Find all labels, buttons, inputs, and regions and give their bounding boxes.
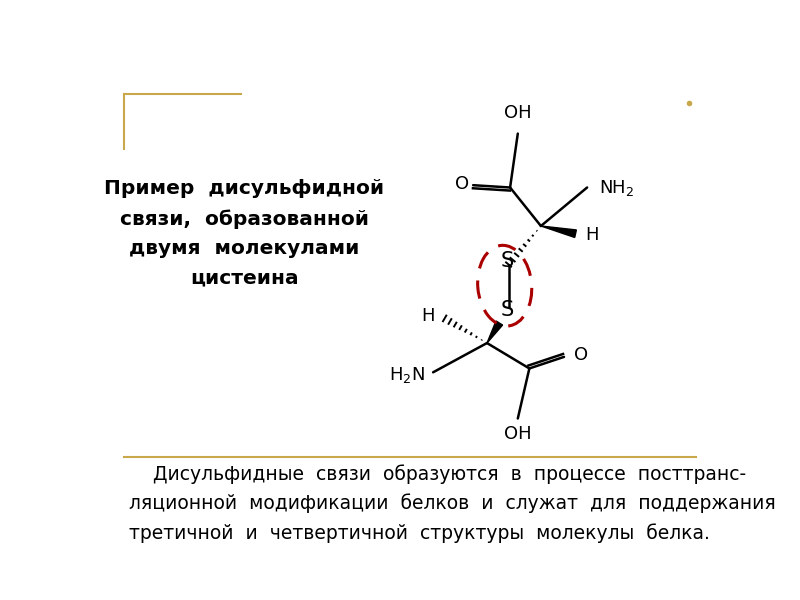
Text: OH: OH (504, 104, 532, 122)
Text: O: O (454, 175, 469, 193)
Text: Пример  дисульфидной
связи,  образованной
двумя  молекулами
цистеина: Пример дисульфидной связи, образованной … (104, 179, 385, 288)
Text: H$_2$N: H$_2$N (390, 365, 426, 385)
Polygon shape (487, 321, 502, 343)
Polygon shape (541, 226, 576, 238)
Text: S: S (500, 300, 514, 320)
Text: O: O (574, 346, 588, 364)
Text: Дисульфидные  связи  образуются  в  процессе  посттранс-
ляционной  модификации : Дисульфидные связи образуются в процессе… (129, 464, 776, 542)
Text: S: S (500, 251, 514, 271)
Text: H: H (421, 307, 434, 325)
Text: NH$_2$: NH$_2$ (598, 178, 634, 197)
Text: OH: OH (504, 425, 532, 443)
Text: H: H (586, 226, 599, 244)
